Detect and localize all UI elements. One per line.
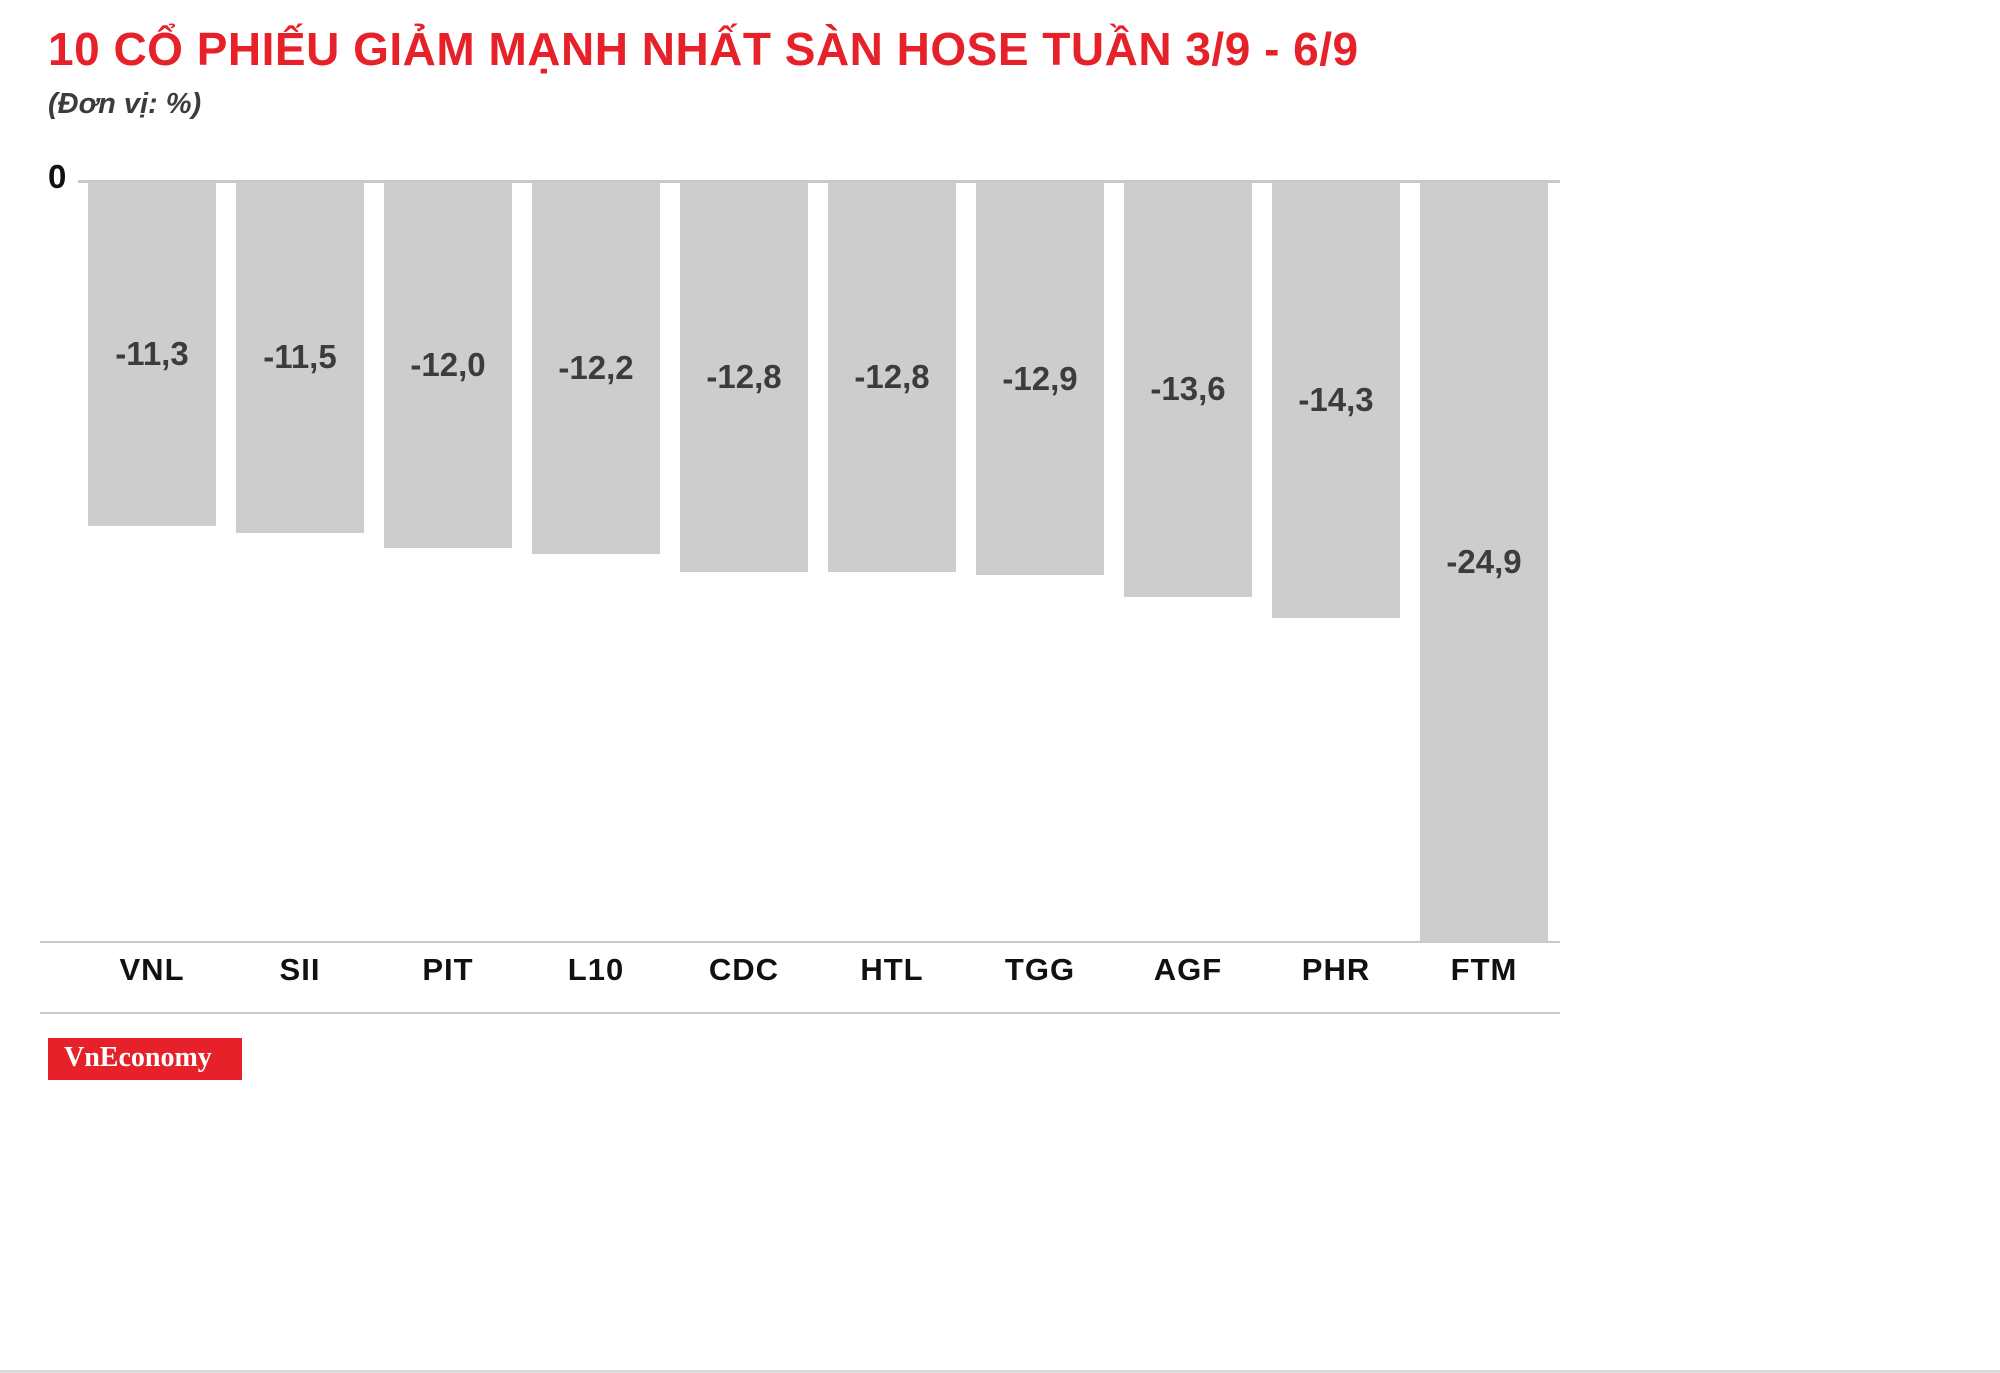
bar-phr: -14,3 — [1272, 182, 1400, 618]
bar-sii: -11,5 — [236, 182, 364, 533]
bar-value-label: -13,6 — [1150, 370, 1226, 408]
bar-htl: -12,8 — [828, 182, 956, 573]
bar-slot-ftm: -24,9 — [1420, 182, 1548, 941]
x-axis-label-phr: PHR — [1301, 952, 1371, 987]
x-axis-label-pit: PIT — [422, 952, 474, 987]
bar-slot-agf: -13,6 — [1124, 182, 1252, 941]
bar-slot-htl: -12,8 — [828, 182, 956, 941]
bar-ftm: -24,9 — [1420, 182, 1548, 941]
bar-slot-cdc: -12,8 — [680, 182, 808, 941]
bar-value-label: -12,0 — [410, 345, 486, 383]
x-axis-line-bottom — [40, 1012, 1560, 1014]
x-axis-label-sii: SII — [279, 952, 321, 987]
x-axis-label-agf: AGF — [1153, 952, 1223, 987]
bar-tgg: -12,9 — [976, 182, 1104, 576]
bar-value-label: -24,9 — [1446, 542, 1522, 580]
bar-slot-sii: -11,5 — [236, 182, 364, 941]
bar-value-label: -11,3 — [115, 335, 189, 373]
bar-slot-tgg: -12,9 — [976, 182, 1104, 941]
bar-slot-pit: -12,0 — [384, 182, 512, 941]
x-axis-label-tgg: TGG — [1004, 952, 1076, 987]
x-axis-label-htl: HTL — [860, 952, 924, 987]
bar-slot-phr: -14,3 — [1272, 182, 1400, 941]
x-axis-label-cdc: CDC — [708, 952, 780, 987]
bar-vnl: -11,3 — [88, 182, 216, 527]
bar-value-label: -14,3 — [1298, 380, 1374, 418]
bar-value-label: -12,2 — [558, 348, 634, 386]
x-axis-line-top — [40, 941, 1560, 943]
bar-cdc: -12,8 — [680, 182, 808, 573]
bar-value-label: -12,8 — [854, 358, 930, 396]
x-axis-label-vnl: VNL — [119, 952, 185, 987]
chart-unit-subtitle: (Đơn vị: %) — [48, 88, 202, 120]
y-axis-zero-label: 0 — [48, 158, 67, 195]
bar-value-label: -12,8 — [706, 358, 782, 396]
zero-axis-line — [78, 180, 1560, 183]
bar-pit: -12,0 — [384, 182, 512, 548]
bar-slot-vnl: -11,3 — [88, 182, 216, 941]
vneconomy-logo: VnEconomy — [48, 1038, 242, 1080]
bar-slot-l10: -12,2 — [532, 182, 660, 941]
plot-area: -11,3 -11,5 -12,0 -12,2 -12,8 -12,8 -12,9 -13,6… — [88, 182, 1548, 941]
page-bottom-divider — [0, 1370, 2000, 1373]
bar-agf: -13,6 — [1124, 182, 1252, 597]
bar-value-label: -12,9 — [1002, 359, 1078, 397]
bar-l10: -12,2 — [532, 182, 660, 554]
x-axis-labels: VNL SII PIT L10 CDC HTL TGG AGF PHR FTM — [88, 952, 1548, 988]
x-axis-label-ftm: FTM — [1450, 952, 1518, 987]
chart-title: 10 CỔ PHIẾU GIẢM MẠNH NHẤT SÀN HOSE TUẦN… — [48, 23, 1359, 75]
bar-value-label: -11,5 — [263, 338, 337, 376]
x-axis-label-l10: L10 — [567, 952, 625, 987]
